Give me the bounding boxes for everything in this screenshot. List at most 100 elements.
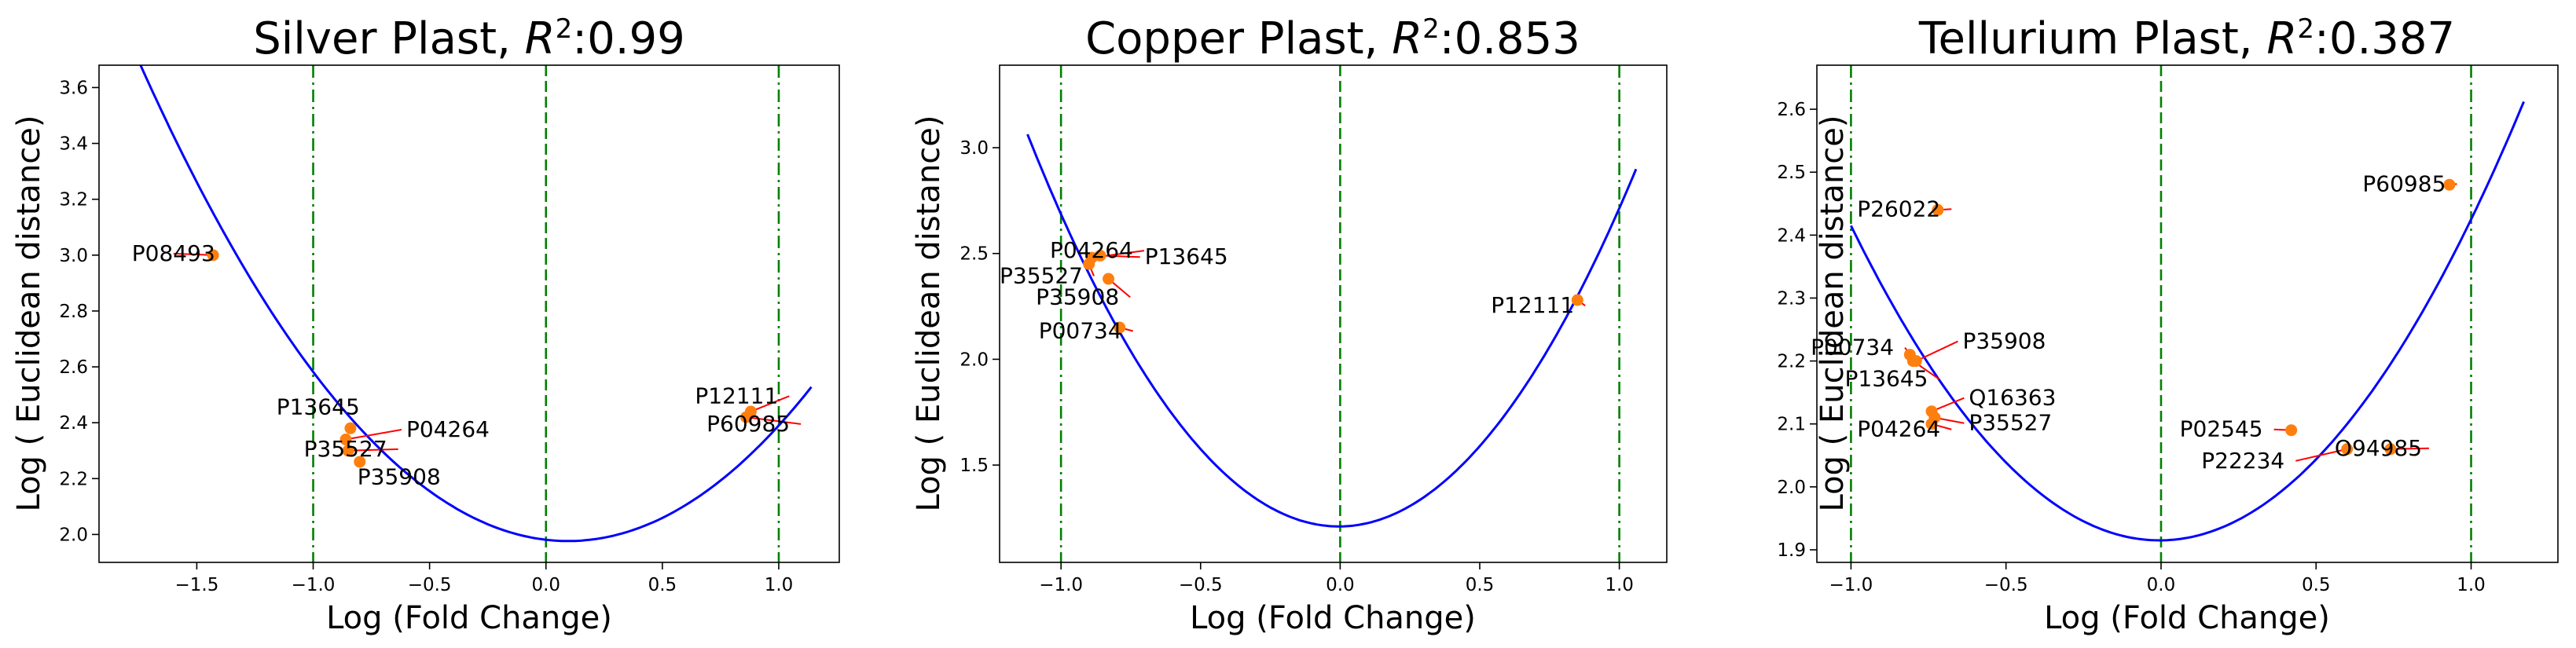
point-label: Q16363 [1969,385,2056,411]
data-point [2341,443,2354,456]
point-label: P60985 [2362,170,2446,196]
leader-line [2295,448,2347,462]
x-tick-label: −1.0 [1039,575,1083,595]
point-label: P00734 [1039,317,1122,343]
y-tick-label: 3.4 [59,134,88,155]
point-label: P04264 [1857,416,1940,442]
y-axis-label: Log ( Euclidean distance) [911,115,947,512]
leader-line [1099,254,1140,258]
data-point [2285,424,2298,437]
point-label: P12111 [1491,292,1574,318]
point-label: P13645 [277,394,360,420]
data-point [1083,258,1095,270]
point-label: P02545 [2180,416,2263,442]
x-tick-label: −0.5 [408,575,452,595]
x-tick-label: 0.5 [2302,575,2331,595]
leader-line [750,395,790,412]
data-point [1114,321,1126,334]
data-point [207,249,219,262]
x-tick-label: 0.0 [2147,575,2176,595]
point-label: P35527 [304,436,387,462]
panel-copper-plast: Copper Plast, R2:0.853 Log (Fold Change)… [911,13,1668,636]
point-label: P35908 [358,463,441,489]
x-axis-label: Log (Fold Change) [1190,600,1476,636]
x-tick-label: 0.5 [648,575,677,595]
plot-frame [999,64,1668,563]
x-tick-label: 1.0 [765,575,794,595]
y-tick-label: 3.2 [59,190,88,211]
y-tick-label: 2.2 [1777,352,1806,372]
x-tick-label: −1.5 [174,575,218,595]
leader-line [746,416,802,425]
y-tick-label: 2.2 [59,469,88,489]
y-tick-label: 2.1 [1777,415,1806,435]
point-label: P35908 [1962,328,2046,354]
x-tick-label: −0.5 [1984,575,2028,595]
y-axis-label: Log ( Euclidean distance) [1815,115,1851,512]
point-label: P35908 [1036,284,1119,309]
chart-title: Silver Plast, R2:0.99 [253,13,685,64]
leader-line [2390,447,2429,450]
point-label: P04264 [406,416,490,442]
fit-curve [139,65,813,543]
leader-line [345,428,402,441]
point-label: P35527 [1969,410,2052,436]
point-label: P35527 [1000,262,1083,288]
point-label: P08493 [132,240,215,266]
x-tick-label: 1.0 [1605,575,1634,595]
x-tick-label: 0.0 [1326,575,1355,595]
y-tick-label: 1.5 [960,456,989,476]
y-tick-label: 2.0 [960,350,989,370]
x-tick-label: 0.5 [1466,575,1495,595]
chart-title: Tellurium Plast, R2:0.387 [1918,13,2455,64]
data-point [2443,178,2456,191]
y-tick-label: 3.6 [59,78,88,98]
data-point [1094,249,1106,262]
data-point [2384,443,2397,456]
point-label: O94985 [2335,435,2422,461]
y-tick-label: 2.5 [1777,163,1806,183]
x-tick-label: −1.0 [1829,575,1873,595]
y-tick-label: 2.6 [1777,100,1806,120]
y-tick-label: 2.5 [960,244,989,265]
data-point [1932,203,1944,216]
plot-frame [98,64,840,563]
data-point [1103,273,1115,285]
point-label: P26022 [1857,196,1940,221]
y-tick-label: 1.9 [1777,540,1806,561]
y-tick-label: 2.3 [1777,288,1806,309]
point-label: P04264 [1050,237,1133,263]
y-tick-label: 3.0 [59,246,88,266]
point-label: P22234 [2201,448,2284,474]
point-label: P13645 [1145,243,1228,269]
y-tick-label: 2.0 [1777,478,1806,498]
plot-frame [1816,64,2559,563]
x-axis-label: Log (Fold Change) [326,600,612,636]
leader-line [1915,340,1958,362]
point-label: P12111 [695,383,778,408]
panel-tellurium-plast: Tellurium Plast, R2:0.387 Log (Fold Chan… [1777,13,2559,636]
data-point [1571,294,1583,306]
x-tick-label: −1.0 [292,575,336,595]
fit-curve [1026,134,1638,528]
y-tick-label: 2.4 [1777,225,1806,246]
panel-silver-plast: Silver Plast, R2:0.99 Log (Fold Change) … [11,13,840,636]
chart-title: Copper Plast, R2:0.853 [1085,13,1580,64]
y-tick-label: 3.0 [960,138,989,159]
x-tick-label: 1.0 [2457,575,2486,595]
x-axis-label: Log (Fold Change) [2044,600,2330,636]
y-tick-label: 2.8 [59,302,88,322]
y-tick-label: 2.4 [59,413,88,434]
point-label: P00734 [1811,335,1894,361]
y-tick-label: 2.0 [59,525,88,545]
data-point [1906,355,1919,368]
data-point [344,422,357,434]
x-tick-label: −0.5 [1179,575,1223,595]
y-axis-label: Log ( Euclidean distance) [11,115,47,512]
data-point [1928,412,1941,424]
leader-line [347,448,398,452]
data-point [740,411,753,423]
data-point [354,456,366,468]
fit-curve [1850,101,2525,542]
